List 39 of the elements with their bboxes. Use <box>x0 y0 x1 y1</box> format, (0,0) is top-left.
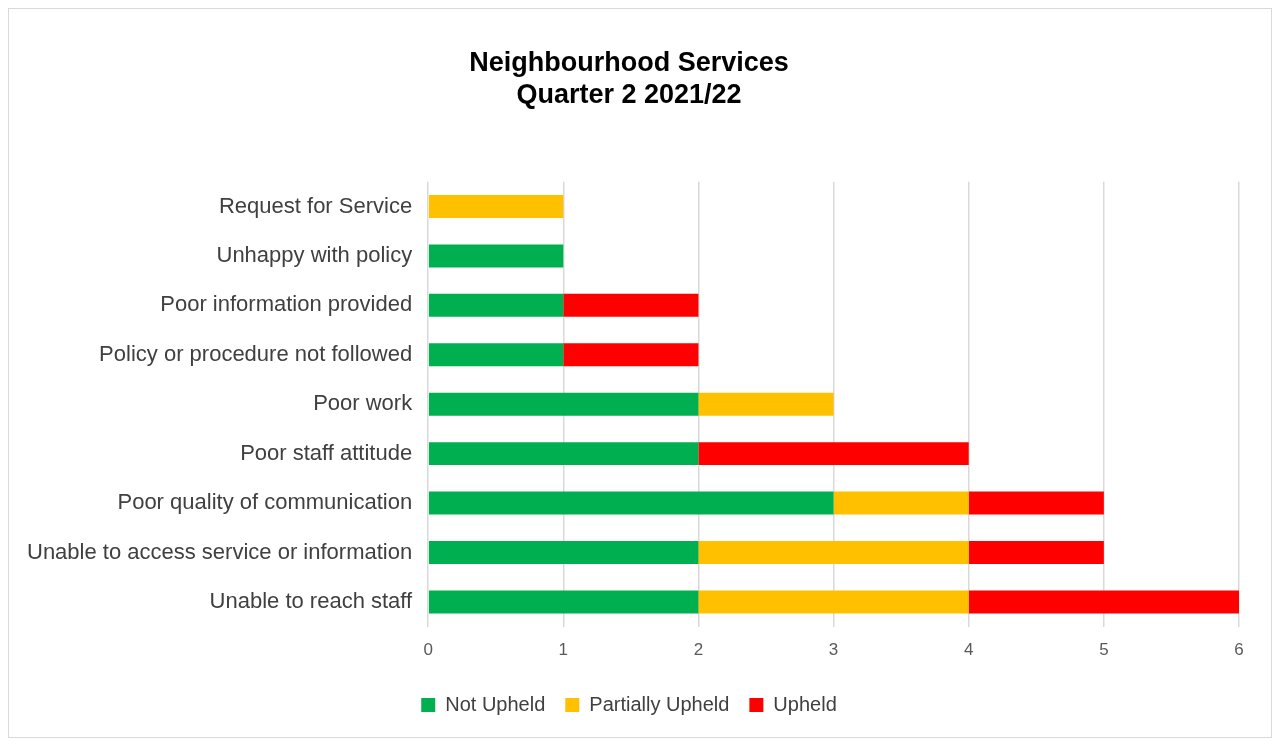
y-tick-label: Poor work <box>313 390 414 416</box>
y-tick-label: Unable to access service or information <box>27 538 413 564</box>
x-tick-label: 3 <box>828 640 839 660</box>
y-tick-label: Unhappy with policy <box>216 242 413 267</box>
bar <box>563 293 699 317</box>
bar <box>698 540 969 564</box>
bar <box>833 491 969 515</box>
x-tick-label: 0 <box>423 640 433 660</box>
bar <box>428 590 699 614</box>
y-tick-label: Poor quality of communication <box>117 489 413 515</box>
x-tick-label: 6 <box>1234 640 1244 660</box>
bar <box>968 540 1104 564</box>
bar <box>968 590 1239 614</box>
bar <box>428 244 564 268</box>
bar <box>428 195 564 218</box>
y-tick-label: Request for Service <box>218 192 413 218</box>
bar <box>428 540 699 564</box>
bar <box>428 392 699 416</box>
x-tick-label: 2 <box>693 640 704 660</box>
bar <box>698 442 969 466</box>
y-tick-label: Unable to reach staff <box>209 587 414 613</box>
bar <box>698 590 969 614</box>
bar <box>428 491 834 515</box>
y-tick-label: Poor information provided <box>160 291 413 317</box>
y-tick-label: Policy or procedure not followed <box>99 340 413 366</box>
x-tick-label: 5 <box>1099 640 1109 660</box>
legend-label: Not Upheld <box>445 692 546 715</box>
x-tick-label: 1 <box>558 640 569 660</box>
bar <box>428 293 564 317</box>
bar <box>563 343 699 367</box>
bar <box>968 491 1104 515</box>
y-tick-label: Poor staff attitude <box>240 439 413 465</box>
legend-label: Partially Upheld <box>589 692 730 715</box>
bar <box>428 442 699 466</box>
legend-label: Upheld <box>773 692 837 715</box>
chart-title: Neighbourhood Services Quarter 2 2021/22 <box>469 46 789 110</box>
bar <box>428 343 564 367</box>
bar <box>698 392 834 416</box>
x-tick-label: 4 <box>963 640 974 660</box>
